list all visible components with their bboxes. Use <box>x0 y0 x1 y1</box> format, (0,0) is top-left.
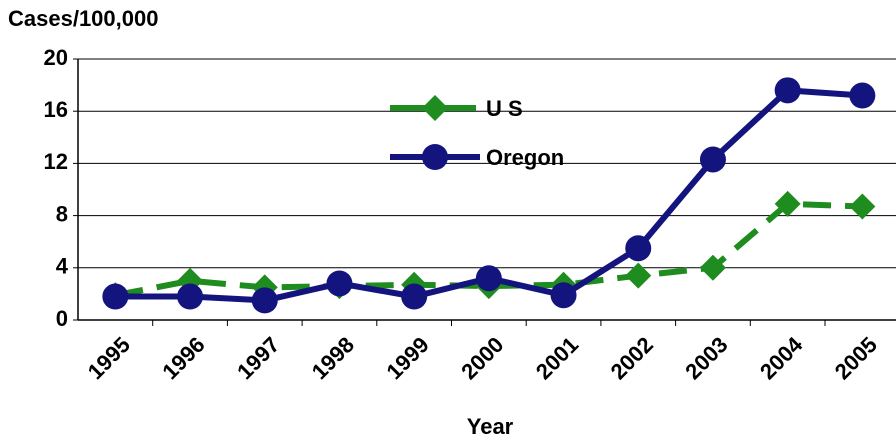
data-point <box>326 270 353 297</box>
x-axis-label: Year <box>467 414 514 439</box>
legend-label: U S <box>486 96 523 121</box>
data-point <box>774 190 801 217</box>
x-tick-label: 2003 <box>680 332 732 384</box>
data-point <box>550 282 577 309</box>
data-point <box>699 146 726 173</box>
x-tick-label: 1996 <box>157 332 209 384</box>
series-line <box>114 200 863 299</box>
legend-marker <box>422 144 448 170</box>
y-axis-label: Cases/100,000 <box>8 6 158 31</box>
data-point <box>625 262 652 289</box>
y-tick-label: 0 <box>56 306 68 331</box>
x-tick-label: 2004 <box>755 331 808 384</box>
data-point <box>475 265 502 292</box>
x-tick-label: 1998 <box>307 332 359 384</box>
legend-marker <box>422 95 448 121</box>
x-tick-label: 1997 <box>232 332 284 384</box>
x-tick-label: 1999 <box>382 332 434 384</box>
x-tick-label: 2002 <box>606 332 658 384</box>
y-tick-label: 4 <box>56 254 69 279</box>
x-tick-label: 2000 <box>456 332 508 384</box>
y-tick-label: 12 <box>44 149 68 174</box>
x-tick-label: 2001 <box>531 332 583 384</box>
data-point <box>774 77 801 104</box>
data-point <box>102 283 129 310</box>
data-point <box>177 283 204 310</box>
legend-label: Oregon <box>486 145 564 170</box>
data-point <box>849 82 876 109</box>
data-point <box>625 235 652 262</box>
data-point <box>699 254 726 281</box>
x-tick-label: 1995 <box>83 332 135 384</box>
y-tick-label: 8 <box>56 201 68 226</box>
x-tick-label: 2005 <box>830 332 882 384</box>
y-tick-label: 16 <box>44 97 68 122</box>
data-point <box>251 287 278 314</box>
data-point <box>401 283 428 310</box>
y-tick-label: 20 <box>44 45 68 70</box>
data-point <box>849 193 876 220</box>
